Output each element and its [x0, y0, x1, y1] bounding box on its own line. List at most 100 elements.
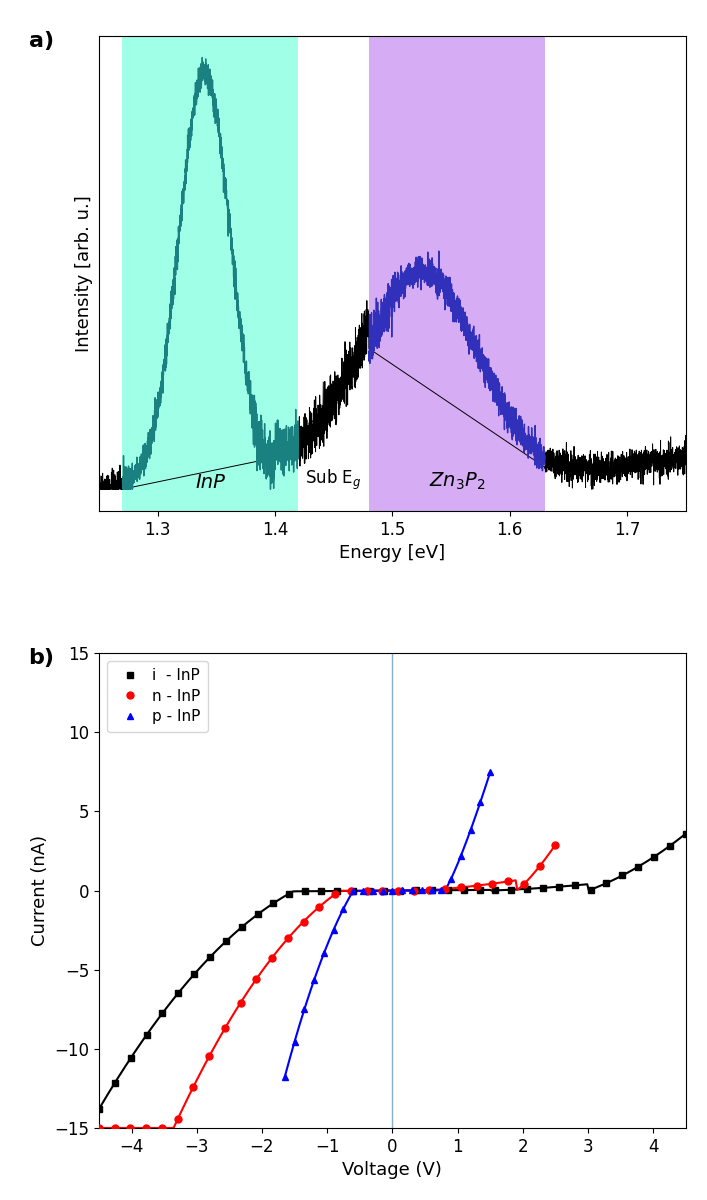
i  - InP	[190, 967, 199, 982]
p - InP	[339, 901, 348, 916]
i  - InP	[523, 882, 532, 896]
Bar	[122, 36, 298, 511]
n - InP	[221, 1021, 229, 1036]
i  - InP	[206, 950, 214, 965]
n - InP	[551, 838, 560, 852]
p - InP	[378, 883, 387, 898]
i  - InP	[618, 869, 626, 883]
i  - InP	[396, 883, 404, 898]
n - InP	[425, 883, 433, 898]
i  - InP	[95, 1102, 103, 1116]
X-axis label: Energy [eV]: Energy [eV]	[339, 544, 445, 562]
i  - InP	[428, 883, 436, 898]
n - InP	[331, 887, 339, 901]
i  - InP	[317, 884, 325, 899]
i  - InP	[571, 878, 579, 893]
i  - InP	[586, 882, 595, 896]
p - InP	[398, 883, 407, 898]
i  - InP	[349, 883, 357, 898]
i  - InP	[539, 881, 547, 895]
n - InP	[142, 1121, 151, 1135]
n - InP	[173, 1112, 182, 1127]
n - InP	[346, 883, 355, 898]
Legend: i  - InP, n - InP, p - InP: i - InP, n - InP, p - InP	[107, 661, 209, 732]
p - InP	[281, 1069, 289, 1084]
n - InP	[95, 1121, 103, 1135]
i  - InP	[491, 883, 500, 898]
n - InP	[489, 876, 497, 890]
Text: InP: InP	[196, 473, 226, 492]
n - InP	[378, 883, 387, 898]
n - InP	[268, 950, 276, 965]
n - InP	[394, 883, 402, 898]
X-axis label: Voltage (V): Voltage (V)	[342, 1162, 443, 1180]
p - InP	[437, 883, 445, 898]
p - InP	[427, 883, 436, 898]
i  - InP	[127, 1051, 135, 1066]
i  - InP	[158, 1006, 167, 1020]
p - InP	[329, 923, 338, 937]
i  - InP	[555, 880, 563, 894]
n - InP	[236, 996, 245, 1010]
Y-axis label: Intensity [arb. u.]: Intensity [arb. u.]	[76, 196, 93, 352]
n - InP	[520, 877, 528, 892]
p - InP	[467, 823, 475, 838]
i  - InP	[444, 883, 452, 898]
i  - InP	[285, 887, 293, 901]
Text: Sub E$_g$: Sub E$_g$	[305, 468, 362, 492]
Y-axis label: Current (nA): Current (nA)	[30, 835, 49, 946]
i  - InP	[507, 882, 515, 896]
i  - InP	[221, 934, 230, 948]
n - InP	[362, 883, 370, 898]
i  - InP	[460, 883, 468, 898]
i  - InP	[682, 827, 690, 841]
i  - InP	[238, 920, 246, 935]
Line: i  - InP: i - InP	[95, 830, 689, 1112]
i  - InP	[332, 884, 341, 899]
Bar	[369, 36, 545, 511]
i  - InP	[364, 883, 373, 898]
i  - InP	[666, 839, 674, 853]
i  - InP	[110, 1075, 119, 1090]
p - InP	[358, 883, 368, 898]
p - InP	[457, 848, 465, 863]
Text: a): a)	[28, 31, 54, 52]
p - InP	[349, 884, 358, 899]
p - InP	[300, 1002, 309, 1016]
n - InP	[252, 972, 261, 986]
n - InP	[315, 900, 324, 914]
p - InP	[408, 883, 416, 898]
i  - InP	[269, 896, 278, 911]
i  - InP	[602, 876, 611, 890]
i  - InP	[412, 883, 421, 898]
Text: Zn$_3$P$_2$: Zn$_3$P$_2$	[428, 470, 485, 492]
n - InP	[158, 1121, 166, 1135]
p - InP	[320, 946, 328, 960]
p - InP	[477, 794, 485, 809]
i  - InP	[174, 986, 182, 1001]
n - InP	[205, 1049, 214, 1063]
n - InP	[299, 914, 308, 929]
Line: p - InP: p - InP	[281, 769, 493, 1080]
n - InP	[409, 883, 418, 898]
n - InP	[284, 931, 292, 946]
p - InP	[310, 973, 318, 988]
p - InP	[486, 766, 494, 780]
n - InP	[504, 875, 513, 889]
p - InP	[417, 883, 426, 898]
Line: n - InP: n - InP	[95, 841, 559, 1132]
n - InP	[441, 882, 450, 896]
i  - InP	[650, 850, 658, 864]
i  - InP	[634, 859, 643, 874]
p - InP	[291, 1034, 299, 1049]
n - InP	[110, 1121, 119, 1135]
n - InP	[457, 881, 465, 895]
n - InP	[189, 1080, 198, 1094]
p - InP	[388, 883, 397, 898]
i  - InP	[380, 883, 389, 898]
n - InP	[127, 1121, 135, 1135]
p - InP	[368, 883, 377, 898]
i  - InP	[475, 883, 484, 898]
i  - InP	[253, 907, 262, 922]
Text: b): b)	[28, 648, 54, 668]
